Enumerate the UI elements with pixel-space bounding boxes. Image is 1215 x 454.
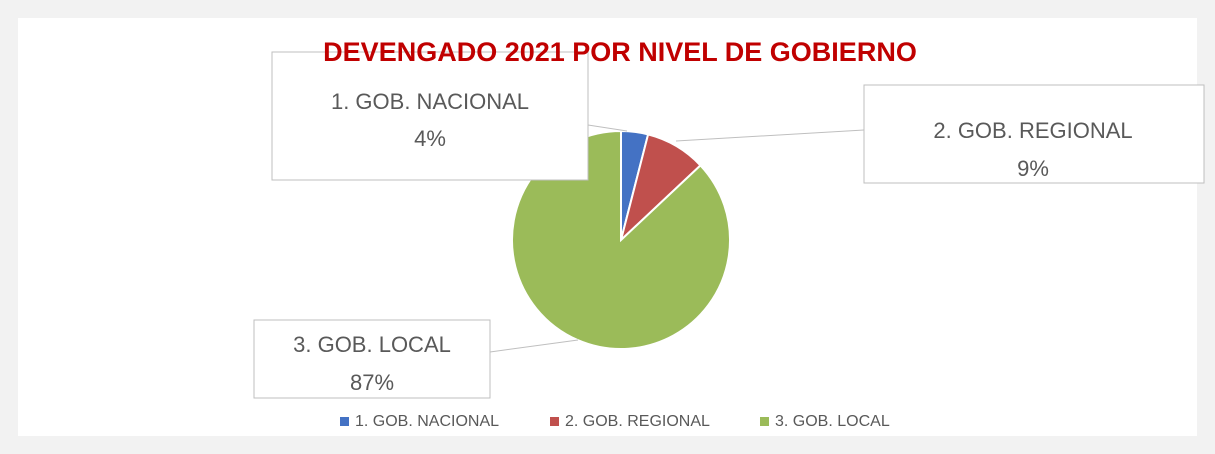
legend-swatch bbox=[760, 417, 769, 426]
data-label: 87% bbox=[350, 370, 394, 395]
label-box bbox=[863, 84, 1205, 184]
data-label-name: 1. GOB. NACIONAL bbox=[331, 89, 529, 114]
legend-label: 3. GOB. LOCAL bbox=[775, 413, 890, 430]
leader-line bbox=[675, 129, 865, 142]
leader-line bbox=[587, 124, 628, 132]
legend-label: 1. GOB. NACIONAL bbox=[355, 413, 499, 430]
label-box bbox=[271, 51, 589, 181]
data-label-name: 3. GOB. LOCAL bbox=[293, 332, 451, 357]
legend-swatch bbox=[550, 417, 559, 426]
data-label-name: 2. GOB. REGIONAL bbox=[933, 118, 1132, 143]
data-label: 4% bbox=[414, 126, 446, 151]
legend: 1. GOB. NACIONAL 2. GOB. REGIONAL 3. GOB. … bbox=[340, 413, 890, 430]
legend-label: 2. GOB. REGIONAL bbox=[565, 413, 710, 430]
label-box bbox=[253, 319, 491, 399]
data-label: 9% bbox=[1017, 156, 1049, 181]
legend-swatch bbox=[340, 417, 349, 426]
leader-line bbox=[489, 339, 579, 353]
chart-title: DEVENGADO 2021 POR NIVEL DE GOBIERNO bbox=[323, 37, 917, 67]
pie bbox=[511, 129, 731, 350]
